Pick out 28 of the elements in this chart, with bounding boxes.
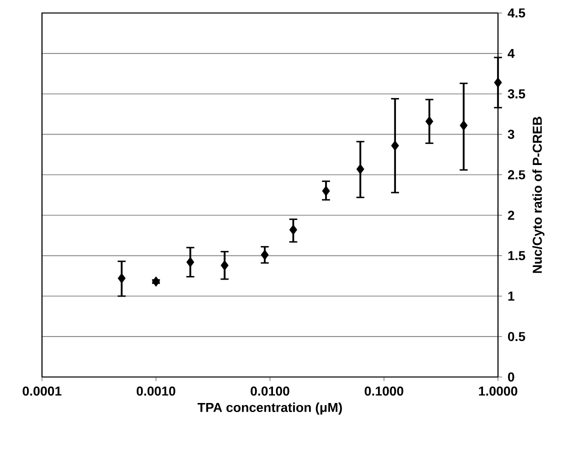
point (494, 77, 502, 88)
x-tick-label: 0.0010 (136, 386, 176, 396)
x-tick-label: 0.0001 (22, 386, 62, 396)
point (425, 116, 434, 127)
y-tick-label: 2.5 (508, 170, 526, 180)
point (356, 164, 364, 174)
y-tick-label: 2 (508, 210, 514, 220)
y-tick-label: 4 (508, 48, 515, 58)
y-tick-label: 1.5 (508, 251, 526, 260)
point (152, 276, 160, 287)
point (220, 260, 229, 271)
x-axis-title: TPA concentration (μM) (198, 402, 342, 415)
y-tick-label: 4.5 (508, 8, 526, 18)
y-tick-label: 3 (508, 130, 514, 139)
x-tick-label: 1.0000 (479, 386, 518, 396)
x-tick-label: 0.1000 (364, 386, 404, 396)
point (460, 120, 468, 131)
x-tick-label: 0.0100 (250, 386, 290, 396)
y-tick-label: 0 (508, 372, 514, 382)
point (391, 140, 399, 151)
y-tick-label: 1 (508, 292, 514, 301)
y-tick-label: 3.5 (508, 89, 526, 98)
y-axis-title: Nuc/Cyto ratio of P-CREB (532, 116, 544, 273)
point (118, 273, 126, 284)
y-tick-label: 0.5 (508, 332, 526, 342)
point (289, 224, 298, 235)
point (322, 186, 330, 196)
point (186, 256, 194, 268)
